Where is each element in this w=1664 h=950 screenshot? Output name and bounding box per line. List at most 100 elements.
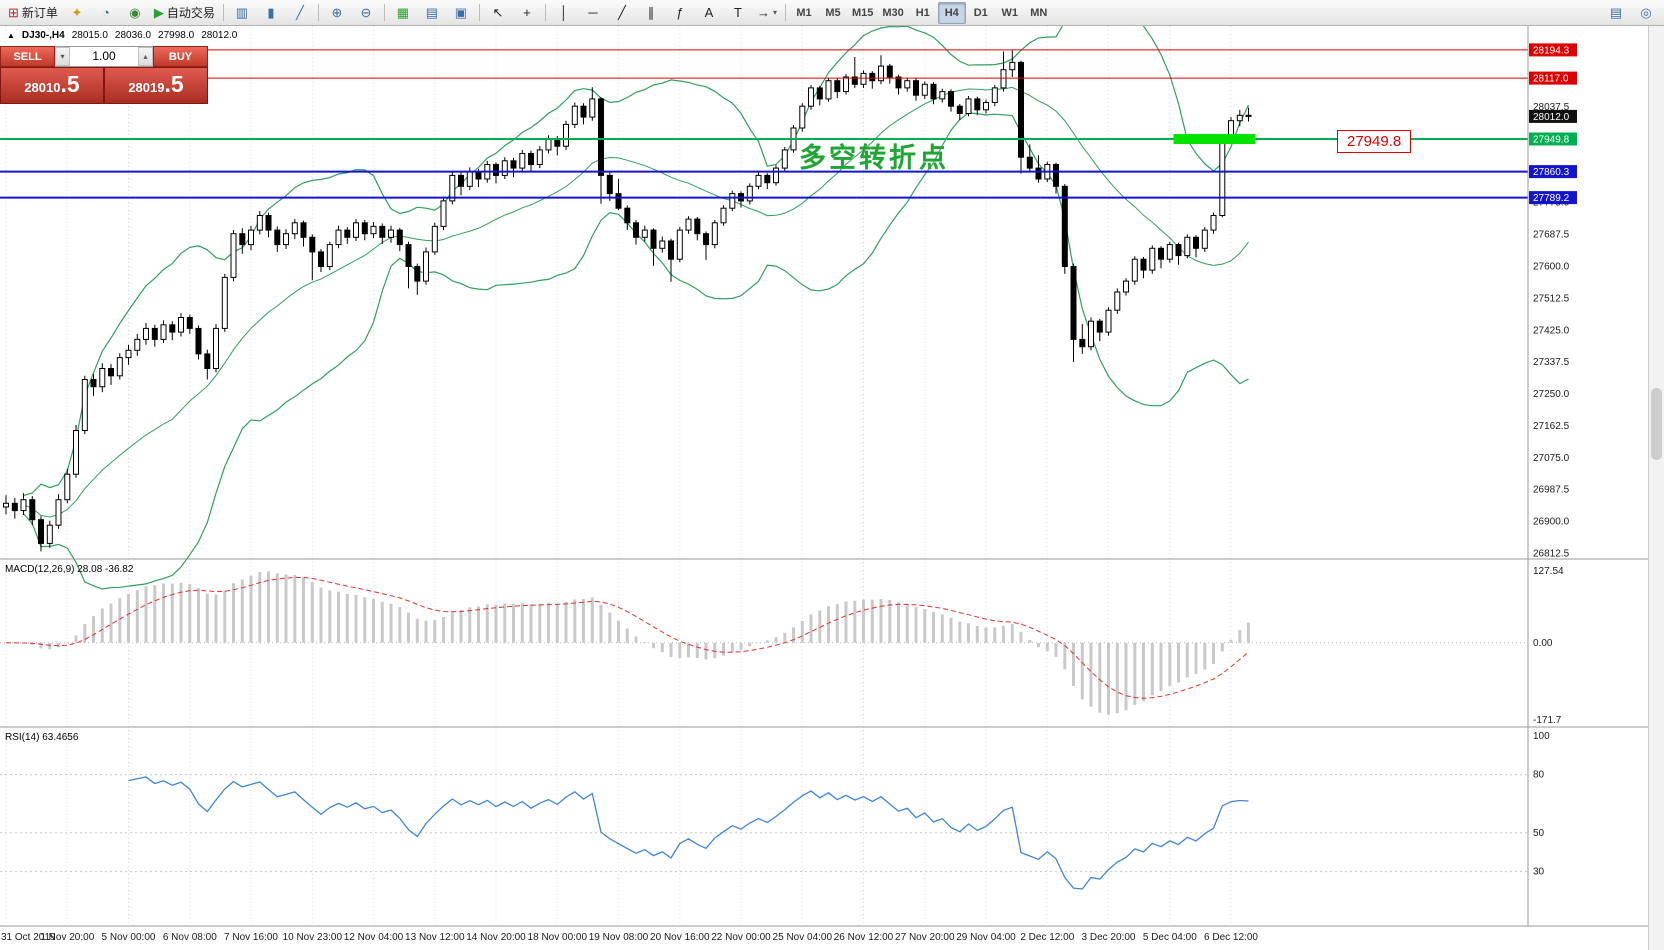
bollinger-upper-band: [23, 0, 1250, 497]
crosshair-button[interactable]: +: [513, 2, 541, 24]
rsi-line: [128, 776, 1249, 890]
chart-shift-button[interactable]: ▣: [447, 2, 475, 24]
search-button[interactable]: ◎: [1632, 2, 1660, 24]
macd-panel: MACD(12,26,9) 28.08 -36.82 127.54 0.00 -171…: [0, 564, 1564, 726]
new-window-button[interactable]: ▤: [1602, 2, 1630, 24]
timeframe-m5-label: M5: [825, 6, 841, 19]
price-tick: 27600.0: [1533, 262, 1570, 273]
volume-field[interactable]: ▾ 1.00 ▴: [55, 46, 153, 67]
chart-shift-icon: ▣: [454, 5, 468, 20]
new-order-label: 新订单: [21, 6, 58, 20]
timeframe-w1-label: W1: [1001, 6, 1019, 19]
bollinger-middle-band: [23, 86, 1249, 518]
buy-price-main: 28019: [128, 80, 165, 95]
tile-windows-button[interactable]: ▦: [389, 2, 417, 24]
toolbar-separator: [222, 4, 224, 21]
timeframe-w1-button[interactable]: W1: [996, 2, 1024, 24]
zoom-out-icon: ⊖: [360, 5, 372, 20]
trendline-button[interactable]: ╱: [608, 2, 636, 24]
volume-value[interactable]: 1.00: [92, 49, 116, 63]
timeframe-d1-label: D1: [973, 6, 988, 19]
rsi-scale-label: 50: [1533, 828, 1545, 839]
text-tool-button[interactable]: A: [695, 2, 723, 24]
buy-button[interactable]: BUY: [153, 46, 208, 67]
macd-scale-min: -171.7: [1533, 715, 1562, 726]
fibonacci-button[interactable]: ƒ: [666, 2, 694, 24]
arrows-tool-button[interactable]: → ▾: [753, 2, 781, 24]
timeframe-d1-button[interactable]: D1: [967, 2, 995, 24]
horn-button[interactable]: ✦: [63, 2, 91, 24]
current-price-label: [1529, 109, 1577, 123]
community-icon: ◉: [129, 5, 141, 20]
scrollbar-thumb[interactable]: [1651, 388, 1662, 460]
trendline-icon: ╱: [618, 5, 626, 20]
horizontal-line-button[interactable]: ─: [579, 2, 607, 24]
volume-increase-button[interactable]: ▴: [138, 47, 153, 66]
label-tool-button[interactable]: T: [724, 2, 752, 24]
time-tick: 20 Nov 16:00: [650, 932, 710, 943]
time-tick: 29 Nov 04:00: [956, 932, 1016, 943]
buy-price-box[interactable]: 28019 .5: [104, 67, 208, 104]
panel-separators[interactable]: [0, 26, 1664, 927]
toolbar-separator: [383, 4, 385, 21]
time-tick: 6 Dec 12:00: [1204, 932, 1258, 943]
timeframe-h4-button[interactable]: H4: [937, 1, 966, 24]
channel-button[interactable]: ∥: [637, 2, 665, 24]
channel-icon: ∥: [647, 5, 655, 20]
autotrading-button[interactable]: ▶ 自动交易: [150, 2, 219, 24]
line-chart-icon: ╱: [296, 5, 304, 20]
sell-button[interactable]: SELL: [0, 46, 55, 67]
time-tick: 27 Nov 20:00: [895, 932, 955, 943]
vertical-scrollbar[interactable]: [1648, 26, 1664, 950]
bar-chart-button[interactable]: ▥: [228, 2, 256, 24]
svg-text:27860.3: 27860.3: [1533, 167, 1570, 178]
timeframe-m15-label: M15: [851, 6, 874, 19]
new-order-button[interactable]: ⊞ 新订单: [4, 2, 62, 24]
timeframe-m30-button[interactable]: M30: [878, 2, 907, 24]
sell-price-main: 28010: [24, 80, 61, 95]
horizontal-level-lines[interactable]: [0, 49, 1528, 199]
main-toolbar: ⊞ 新订单 ✦ ◔ ◉ ▶ 自动交易 ▥ ▮ ╱ ⊕ ⊖ ▦ ▤ ▣ ↖ + │ ─ ╱ ∥ ƒ A T → ▾ M1 M5 M15 M3…: [0, 0, 1664, 26]
timeframe-mn-button[interactable]: MN: [1025, 2, 1053, 24]
time-tick: 19 Nov 08:00: [589, 932, 649, 943]
arrows-tool-caret-icon: ▾: [772, 8, 777, 17]
zoom-out-button[interactable]: ⊖: [352, 2, 380, 24]
toolbar-right-group: ▤ ◎: [1602, 2, 1660, 24]
autotrading-label: 自动交易: [166, 6, 215, 20]
community-button[interactable]: ◉: [121, 2, 149, 24]
candlestick-chart-button[interactable]: ▮: [257, 2, 285, 24]
price-tick: 27687.5: [1533, 230, 1570, 241]
sell-price-box[interactable]: 28010 .5: [0, 67, 104, 104]
vertical-line-button[interactable]: │: [550, 2, 578, 24]
auto-scroll-button[interactable]: ▤: [418, 2, 446, 24]
timeframe-h1-button[interactable]: H1: [909, 2, 937, 24]
ohlc-close: 28012.0: [201, 30, 238, 41]
ohlc-open: 28015.0: [71, 30, 108, 41]
volume-decrease-button[interactable]: ▾: [55, 47, 70, 66]
svg-text:28012.0: 28012.0: [1533, 112, 1570, 123]
line-chart-button[interactable]: ╱: [286, 2, 314, 24]
search-icon: ◎: [1640, 5, 1652, 20]
symbol-arrow-icon: ▲: [7, 31, 15, 40]
timeframe-m5-button[interactable]: M5: [819, 2, 847, 24]
fibonacci-icon: ƒ: [676, 5, 684, 20]
toolbar-separator: [317, 4, 319, 21]
zoom-in-button[interactable]: ⊕: [323, 2, 351, 24]
horizontal-line-icon: ─: [588, 5, 598, 20]
macd-scale-zero: 0.00: [1533, 638, 1553, 649]
timeframe-m15-button[interactable]: M15: [848, 2, 877, 24]
highlight-bar[interactable]: [1173, 134, 1256, 144]
sell-price-big: .5: [60, 71, 80, 97]
timeframe-m1-button[interactable]: M1: [790, 2, 818, 24]
time-tick: 5 Nov 00:00: [102, 932, 156, 943]
timeframe-mn-label: MN: [1030, 6, 1048, 19]
svg-text:27789.2: 27789.2: [1533, 193, 1570, 204]
candlestick-chart-icon: ▮: [267, 5, 275, 20]
ohlc-high: 28036.0: [114, 30, 152, 41]
profiles-button[interactable]: ◔: [92, 2, 120, 24]
label-tool-icon: T: [733, 5, 742, 20]
cursor-button[interactable]: ↖: [484, 2, 512, 24]
one-click-trading-panel: SELL ▾ 1.00 ▴ BUY 28010 .5 28019 .5: [0, 46, 208, 104]
